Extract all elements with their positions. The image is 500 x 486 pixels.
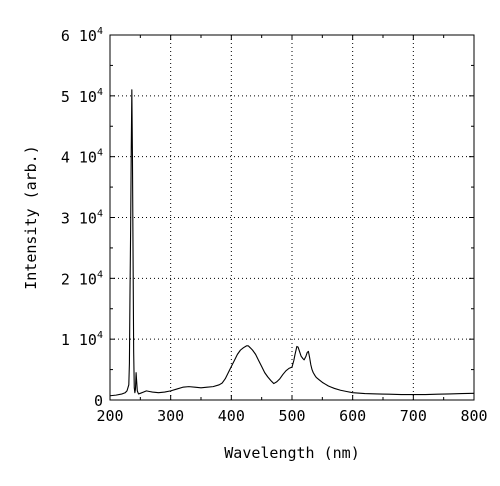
- y-tick-label: 0: [94, 392, 103, 410]
- x-axis-title: Wavelength (nm): [224, 444, 359, 462]
- y-tick-labels: 0 1 104 2 104 3 104 4 104 5 104 6 104: [61, 26, 103, 410]
- x-tick-label: 800: [460, 407, 487, 425]
- spectrum-line: [109, 89, 475, 397]
- tick-marks: [109, 34, 475, 401]
- grid-lines: [110, 35, 474, 400]
- series-layer: [109, 89, 475, 397]
- y-tick-label: 3 104: [61, 209, 103, 228]
- y-tick-label: 6 104: [61, 26, 103, 45]
- x-tick-label: 400: [218, 407, 245, 425]
- x-tick-label: 200: [96, 407, 123, 425]
- x-tick-label: 600: [339, 407, 366, 425]
- y-tick-label: 4 104: [61, 148, 103, 167]
- y-axis-title: Intensity (arb.): [22, 145, 40, 290]
- y-tick-label: 5 104: [61, 87, 103, 106]
- y-tick-label: 1 104: [61, 330, 103, 349]
- x-tick-labels: 200 300 400 500 600 700 800: [96, 407, 487, 425]
- x-tick-label: 500: [278, 407, 305, 425]
- x-tick-label: 300: [157, 407, 184, 425]
- y-tick-label: 2 104: [61, 269, 103, 288]
- x-tick-label: 700: [400, 407, 427, 425]
